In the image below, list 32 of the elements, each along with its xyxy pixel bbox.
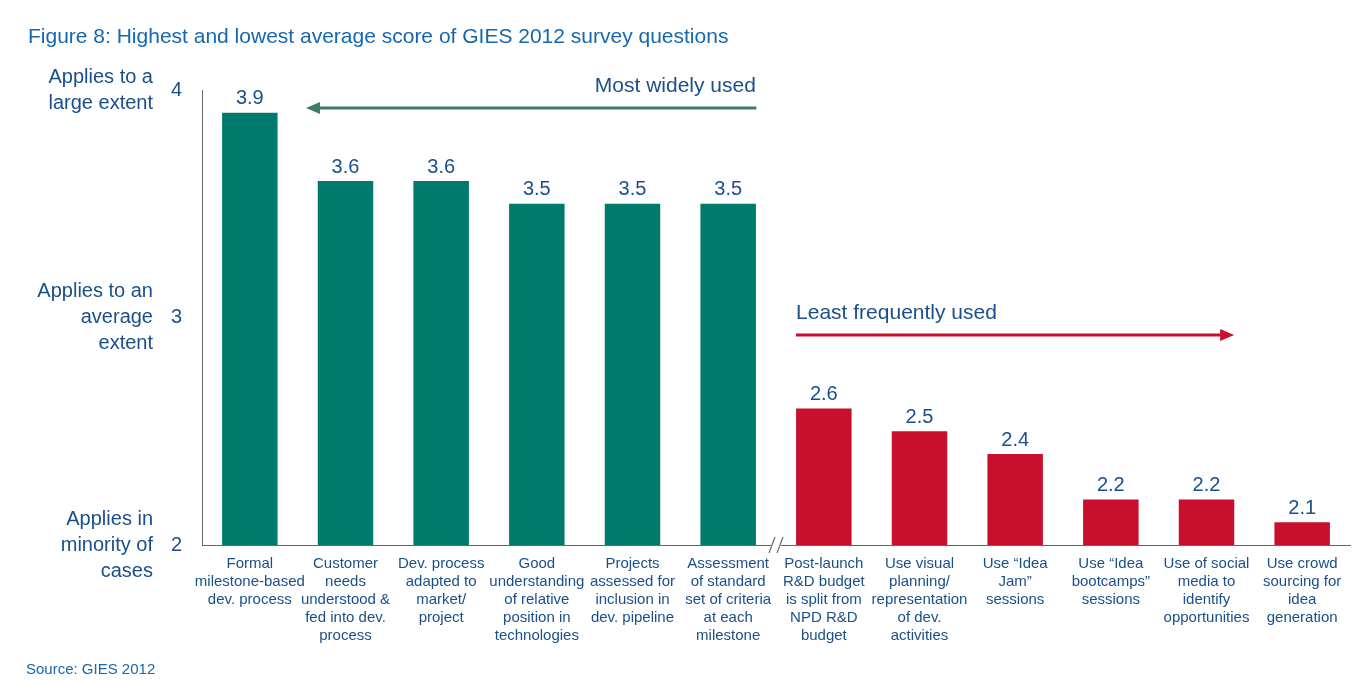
y-tick-label: 3 <box>170 305 182 328</box>
data-label: 2.6 <box>809 382 838 405</box>
x-tick-label: Post-launch R&D budget is split from NPD R&D budget <box>782 554 866 644</box>
data-label: 2.1 <box>1288 495 1317 518</box>
data-label: 2.2 <box>1096 473 1125 496</box>
chart-title: Figure 8: Highest and lowest average score of GIES 2012 survey questions <box>28 24 729 48</box>
x-tick-label: Use “Idea Jam” sessions <box>982 554 1049 608</box>
annotation: Most widely used <box>594 73 756 97</box>
x-tick-label: Projects assessed for inclusion in dev. pipeline <box>589 554 676 626</box>
data-label: 3.9 <box>235 86 264 109</box>
text: Applies to an average extent <box>37 279 154 354</box>
x-tick-label: Dev. process adapted to market/ project <box>397 554 485 626</box>
data-label: 3.6 <box>331 154 360 177</box>
data-label: 3.6 <box>427 154 456 177</box>
source-note: Source: GIES 2012 <box>26 660 156 677</box>
x-tick-label: Use of social media to identify opportunities <box>1163 554 1250 626</box>
y-tick-label: 4 <box>170 77 182 100</box>
data-label: 3.5 <box>522 177 551 200</box>
text: Applies in minority of cases <box>60 506 154 581</box>
annotation: Least frequently used <box>796 299 997 324</box>
data-label: 3.5 <box>714 177 743 200</box>
data-label: 2.2 <box>1192 473 1221 496</box>
data-label: 2.5 <box>905 404 934 427</box>
x-tick-label: Use visual planning/ representation of dev. activities <box>871 554 968 644</box>
data-label: 3.5 <box>618 177 647 200</box>
x-tick-label: Assessment of standard set of criteria at each milestone <box>685 554 772 644</box>
data-label: 2.4 <box>1001 427 1030 450</box>
text: Applies to a large extent <box>48 64 154 113</box>
x-tick-label: Use “Idea bootcamps” sessions <box>1071 554 1151 608</box>
y-tick-label: 2 <box>170 532 182 555</box>
x-tick-label: Use crowd sourcing for idea generation <box>1262 554 1342 626</box>
x-tick-label: Good understanding of relative position in technologies <box>489 554 585 644</box>
